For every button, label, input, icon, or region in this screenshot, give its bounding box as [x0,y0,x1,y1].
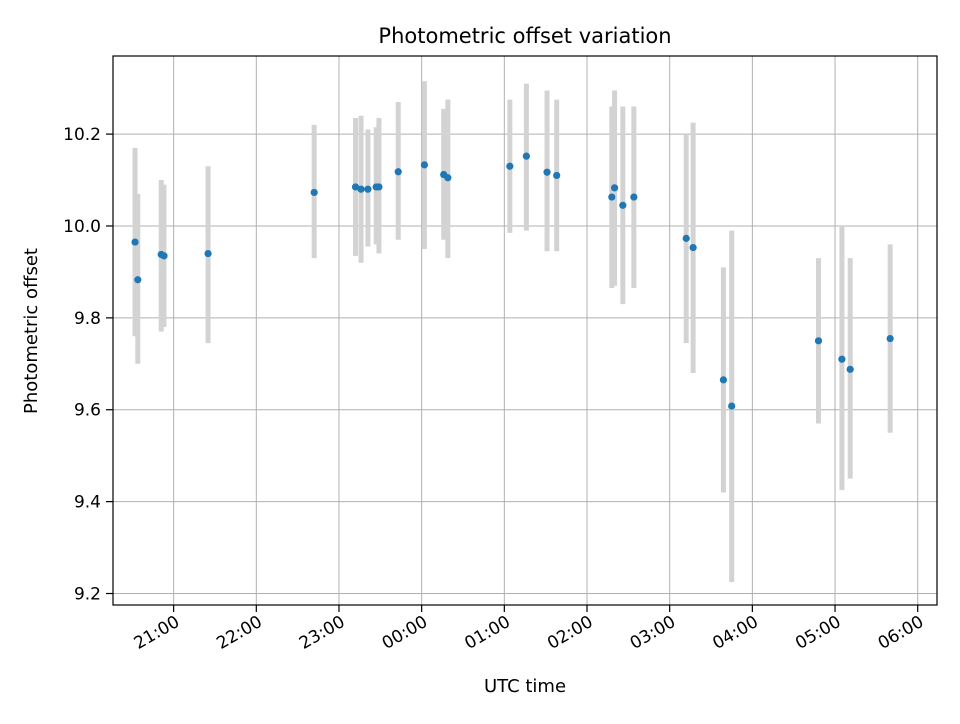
data-point [506,162,514,170]
data-point [204,249,212,258]
data-point [719,376,728,384]
data-point [886,334,894,343]
y-tick-label: 9.4 [74,493,101,513]
data-point [543,168,551,176]
data-point [553,171,561,180]
y-tick-label: 9.2 [74,585,101,605]
data-point [689,243,697,252]
data-point [134,276,142,284]
data-point [160,252,168,260]
data-point [630,193,638,201]
data-point [364,185,372,193]
y-axis-label: Photometric offset [21,248,42,414]
data-point [375,183,383,191]
y-axis-ticks: 9.2 9.4 9.6 9.8 10.0 10.2 [63,125,113,605]
data-point [522,152,530,160]
data-point [682,234,690,242]
chart-title: Photometric offset variation [378,24,671,48]
y-tick-label: 9.8 [74,309,101,329]
data-point [608,193,616,201]
x-axis-label: UTC time [484,676,566,697]
data-point [814,337,823,345]
y-tick-label: 10.0 [63,217,101,237]
data-point [420,161,429,169]
data-point [610,184,619,192]
data-point [619,201,627,209]
data-point [846,365,854,373]
data-point [728,402,736,410]
data-point [357,185,365,193]
y-tick-label: 10.2 [63,125,101,145]
data-point [131,238,139,246]
data-point [310,188,318,197]
data-points [131,152,894,410]
data-point [838,355,846,363]
data-point [394,168,402,176]
y-tick-label: 9.6 [74,401,101,421]
plot-frame [112,55,938,606]
data-point [444,174,452,182]
data-point [351,183,360,191]
